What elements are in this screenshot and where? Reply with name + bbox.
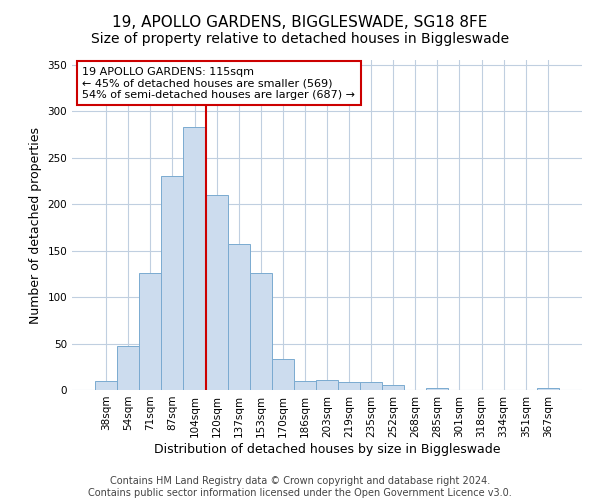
Text: Contains HM Land Registry data © Crown copyright and database right 2024.
Contai: Contains HM Land Registry data © Crown c…	[88, 476, 512, 498]
Bar	[161, 176, 184, 390]
Bar	[272, 360, 294, 390]
Y-axis label: Number of detached properties: Number of detached properties	[29, 126, 42, 324]
Bar	[206, 195, 227, 390]
Bar	[316, 380, 338, 390]
Bar	[294, 380, 316, 390]
Bar	[338, 382, 360, 390]
Text: 19, APOLLO GARDENS, BIGGLESWADE, SG18 8FE: 19, APOLLO GARDENS, BIGGLESWADE, SG18 8F…	[112, 15, 488, 30]
X-axis label: Distribution of detached houses by size in Biggleswade: Distribution of detached houses by size …	[154, 442, 500, 456]
Text: 19 APOLLO GARDENS: 115sqm
← 45% of detached houses are smaller (569)
54% of semi: 19 APOLLO GARDENS: 115sqm ← 45% of detac…	[82, 66, 355, 100]
Bar	[537, 388, 559, 390]
Bar	[117, 346, 139, 390]
Text: Size of property relative to detached houses in Biggleswade: Size of property relative to detached ho…	[91, 32, 509, 46]
Bar	[382, 386, 404, 390]
Bar	[139, 273, 161, 390]
Bar	[184, 127, 206, 390]
Bar	[95, 380, 117, 390]
Bar	[360, 382, 382, 390]
Bar	[427, 388, 448, 390]
Bar	[227, 244, 250, 390]
Bar	[250, 273, 272, 390]
